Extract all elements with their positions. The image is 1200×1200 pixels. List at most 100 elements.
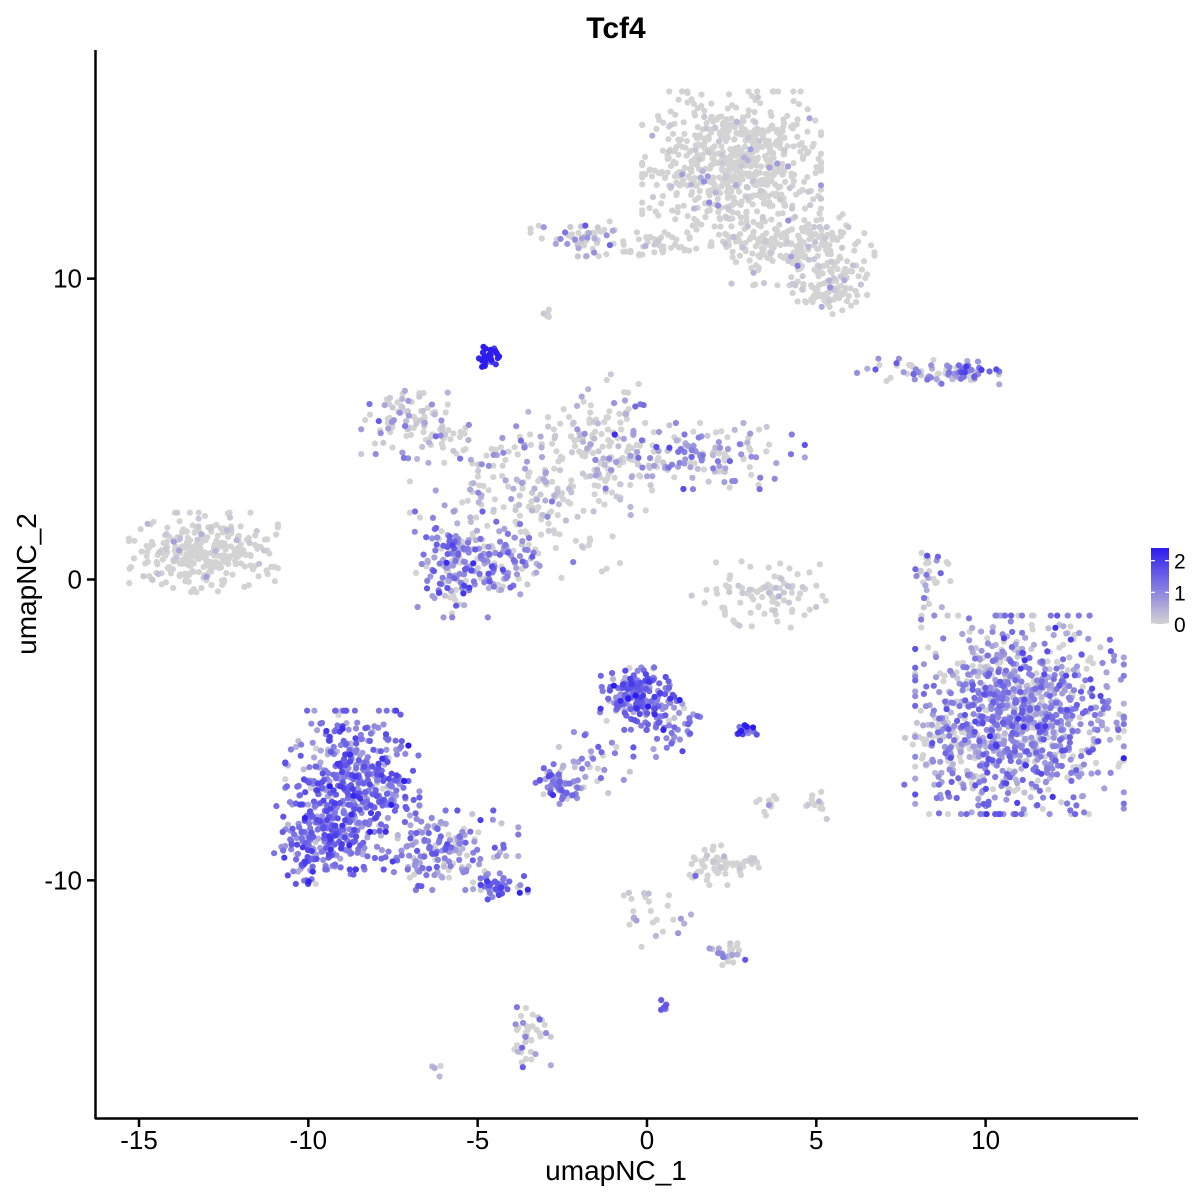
cell-point xyxy=(525,408,532,415)
cell-point xyxy=(314,787,321,794)
cell-point xyxy=(984,640,992,647)
cell-point xyxy=(560,406,567,413)
cell-point xyxy=(371,440,379,447)
cell-point xyxy=(722,230,729,237)
cell-point xyxy=(912,763,919,770)
cell-point xyxy=(587,748,595,755)
cell-point xyxy=(432,547,439,554)
cell-point xyxy=(1067,623,1074,630)
cell-point xyxy=(715,202,722,209)
cell-point xyxy=(736,188,743,195)
cell-point xyxy=(811,256,818,263)
cell-point xyxy=(433,863,440,871)
cell-point xyxy=(740,419,747,427)
cell-point xyxy=(1004,746,1011,753)
cell-point xyxy=(930,356,937,363)
cell-point xyxy=(424,558,431,566)
cell-point xyxy=(912,664,919,671)
cell-point xyxy=(690,428,697,435)
cell-point xyxy=(312,880,319,888)
cell-point xyxy=(931,612,938,619)
cell-point xyxy=(704,173,711,180)
cell-point xyxy=(378,847,385,854)
cell-point xyxy=(743,128,750,135)
cell-point xyxy=(392,737,399,744)
cell-point xyxy=(1047,612,1054,619)
cell-point xyxy=(360,839,367,846)
cell-point xyxy=(493,518,500,525)
cell-point xyxy=(698,102,705,109)
cell-point xyxy=(932,580,939,587)
cell-point xyxy=(709,155,716,162)
cell-point xyxy=(716,463,723,470)
cell-point xyxy=(743,183,750,191)
cell-point xyxy=(452,557,459,565)
cell-point xyxy=(951,722,958,729)
cell-point xyxy=(565,485,573,492)
legend-tick-label: 0 xyxy=(1174,614,1186,637)
cell-point xyxy=(965,671,972,678)
cell-point xyxy=(816,292,824,299)
cell-point xyxy=(779,160,786,167)
cell-point xyxy=(741,170,749,177)
cell-point xyxy=(714,870,721,877)
cell-point xyxy=(840,229,847,236)
cell-point xyxy=(155,571,162,578)
cell-point xyxy=(502,541,509,549)
cell-point xyxy=(450,508,457,515)
cell-point xyxy=(775,88,782,95)
cell-point xyxy=(538,454,546,461)
cell-point xyxy=(453,602,460,609)
cell-point xyxy=(627,503,634,510)
cell-point xyxy=(1026,706,1034,714)
cell-point xyxy=(736,170,744,177)
cell-point xyxy=(313,763,320,770)
cell-point xyxy=(351,826,358,834)
cell-point xyxy=(1027,715,1034,723)
cell-point xyxy=(425,459,432,466)
cell-point xyxy=(332,707,339,714)
cell-point xyxy=(1070,794,1077,801)
cell-point xyxy=(847,285,854,292)
cell-point xyxy=(528,498,535,505)
cell-point xyxy=(339,822,346,829)
cell-point xyxy=(684,88,691,95)
cell-point xyxy=(490,474,497,481)
cell-point xyxy=(549,478,556,485)
cell-point xyxy=(457,455,464,462)
cell-point xyxy=(611,474,618,481)
cell-point xyxy=(759,127,766,134)
cell-point xyxy=(785,227,792,234)
cell-point xyxy=(785,583,792,590)
cell-point xyxy=(1018,678,1025,685)
cell-point xyxy=(608,489,616,496)
cell-point xyxy=(294,850,302,858)
cell-point xyxy=(839,307,846,314)
cell-point xyxy=(412,569,420,577)
cell-point xyxy=(591,249,598,256)
cell-point xyxy=(575,229,582,237)
cell-point xyxy=(598,568,606,575)
cell-point xyxy=(963,811,970,818)
cell-point xyxy=(480,343,487,350)
cell-point xyxy=(555,743,563,751)
cell-point xyxy=(779,128,786,135)
cell-point xyxy=(763,230,770,237)
cell-point xyxy=(138,548,145,555)
cell-point xyxy=(805,256,813,263)
cell-point xyxy=(362,417,369,424)
cell-point xyxy=(460,544,467,552)
cell-point xyxy=(432,433,439,440)
cell-point xyxy=(801,217,808,224)
cell-point xyxy=(519,538,526,545)
cell-point xyxy=(1019,629,1026,636)
cell-point xyxy=(957,758,965,765)
cell-point xyxy=(647,482,654,489)
cell-point xyxy=(980,800,987,808)
cell-point xyxy=(510,485,517,492)
cell-point xyxy=(949,770,956,777)
cell-point xyxy=(477,881,484,889)
cell-point xyxy=(578,755,586,762)
cell-point xyxy=(747,163,755,170)
cell-point xyxy=(424,823,431,830)
